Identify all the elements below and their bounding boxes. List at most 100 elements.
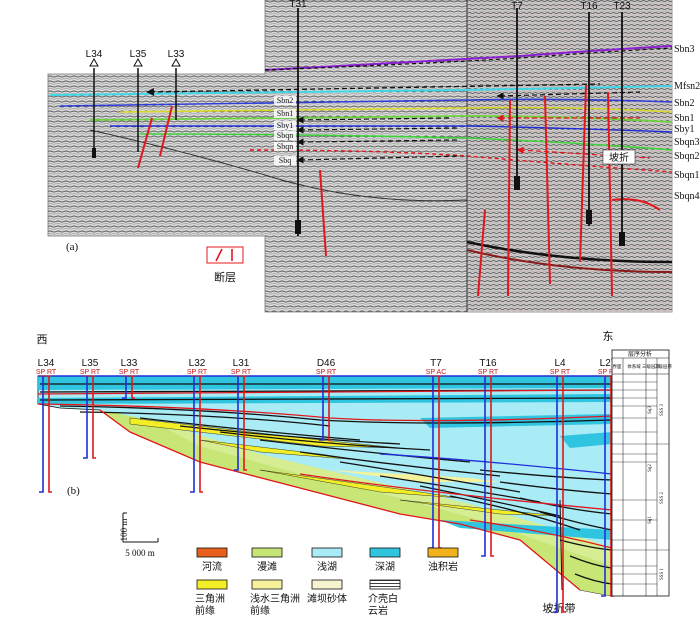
well-log-label: SP RT [550, 369, 571, 376]
legend-label: 云岩 [368, 604, 388, 617]
well-log-label: SP RT [231, 369, 252, 376]
panel-a-well-label: L34 [86, 49, 103, 60]
sequence-table-header: 三级层序 [642, 363, 660, 370]
well-log-label: SP RT [478, 369, 499, 376]
panel-a-right-labels: Sbn3 Mfsn2 Sbn2 Sbn1 Sby1 Sbqn3 Sbqn2 Sb… [674, 44, 700, 202]
sequence-table-header: 二级层序 [654, 363, 672, 370]
panel-a-well-label: T16 [580, 1, 598, 12]
well-log-label: SP RT [119, 369, 140, 376]
well-l34-line [89, 57, 99, 158]
horizon-label: Sby1 [674, 124, 695, 135]
legend-label: 浅水三角洲 [250, 592, 300, 605]
well-name: L34 [38, 358, 55, 369]
panel-b-slope-break-label: 坡折带 [543, 601, 576, 615]
well-name: L4 [554, 358, 566, 369]
inner-horizon-label: Sbn1 [277, 109, 293, 118]
well-l35-line [133, 57, 143, 152]
legend-label: 前缘 [195, 604, 215, 617]
horizontal-scale-label: 5 000 m [125, 548, 155, 558]
legend-item: 滩坝砂体 [307, 579, 347, 605]
legend-item: 漫滩 [251, 547, 283, 573]
horizon-label: Mfsn2 [674, 81, 700, 92]
inner-horizon-label: Sbn2 [277, 96, 293, 105]
horizon-label: Sbn1 [674, 113, 695, 124]
legend-swatch [427, 547, 459, 558]
well-log-label: SP RT [36, 369, 57, 376]
panel-a-well-label: L35 [130, 49, 147, 60]
panel-a-well-label: L33 [168, 49, 185, 60]
east-label: 东 [603, 330, 614, 343]
sequence-table-title: 层序分析 [628, 350, 652, 358]
inner-horizon-label: Sbqn [277, 142, 293, 151]
well-name: T16 [479, 358, 497, 369]
legend-swatch [196, 579, 228, 590]
well-t7-line [514, 8, 520, 190]
horizon-label: Sbqn2 [674, 151, 700, 162]
second-order-sequence: SSS 1 [660, 567, 665, 580]
legend-item: 深湖 [369, 547, 401, 573]
fault-legend-label: 断层 [214, 270, 236, 284]
panel-a-well-label: T31 [289, 0, 307, 10]
west-label: 西 [37, 334, 48, 346]
sequence-table: 层序分析 界面 体系域 三级层序 二级层序 Sq1 Sq2 Sq3 SSS 3 … [611, 349, 672, 597]
second-order-sequence: SSS 2 [660, 491, 665, 504]
panel-a-inner-labels: Sbn2 Sbn1 Sby1 Sbqn Sbqn Sbq [274, 96, 296, 165]
legend-swatch [251, 579, 283, 590]
legend-label: 三角洲 [195, 593, 225, 605]
third-order-sequence: Sq1 [648, 516, 653, 524]
legend-label: 深湖 [375, 561, 395, 573]
panel-a-label: (a) [66, 241, 79, 253]
well-log-label: SP RT [187, 369, 208, 376]
well-log-label: SP RT [598, 369, 619, 376]
fault-legend: 断层 [206, 246, 244, 284]
well-name: L33 [121, 358, 138, 369]
horizon-label: Sbn3 [674, 44, 695, 55]
horizon-label: Sbqn4 [674, 191, 700, 202]
legend-label: 滩坝砂体 [307, 592, 347, 605]
legend-swatch [251, 547, 283, 558]
well-name: L32 [189, 358, 206, 369]
panel-a-well-label: T23 [613, 1, 631, 12]
legend-swatch [369, 579, 401, 590]
well-name: D46 [317, 358, 336, 369]
legend-swatch [369, 547, 401, 558]
legend-label: 前缘 [250, 604, 270, 617]
sequence-table-header: 界面 [613, 364, 622, 370]
legend-item: 浊积岩 [427, 547, 459, 573]
sequence-table-header: 体系域 [627, 363, 641, 370]
well-log-label: SP RT [316, 369, 337, 376]
legend-label: 浊积岩 [428, 560, 458, 573]
third-order-sequence: Sq3 [648, 406, 653, 414]
panel-b-cross-section: 西 东 [36, 330, 673, 615]
legend-swatch [196, 547, 228, 558]
inner-horizon-label: Sby1 [277, 121, 293, 130]
legend-swatch [311, 547, 343, 558]
sand-bodies [39, 383, 613, 585]
third-order-sequence: Sq2 [648, 464, 653, 472]
well-t23-line [619, 12, 625, 246]
well-name: L31 [233, 358, 250, 369]
legend-swatch [311, 579, 343, 590]
well-l33-line [171, 57, 181, 120]
legend-item: 浅湖 [311, 547, 343, 573]
panel-a-seismic-section: L34 L35 L33 T31 T7 T16 T23 Sbn2 Sbn1 Sby… [47, 0, 700, 313]
horizon-label: Sbn2 [674, 98, 695, 109]
inner-horizon-label: Sbq [279, 156, 291, 165]
well-name: T7 [430, 358, 442, 369]
legend-label: 浅湖 [317, 560, 337, 573]
legend-label: 漫滩 [257, 560, 277, 573]
second-order-sequence: SSS 3 [660, 403, 665, 416]
panel-a-wells [89, 8, 625, 246]
well-log-label: SP RT [80, 369, 101, 376]
